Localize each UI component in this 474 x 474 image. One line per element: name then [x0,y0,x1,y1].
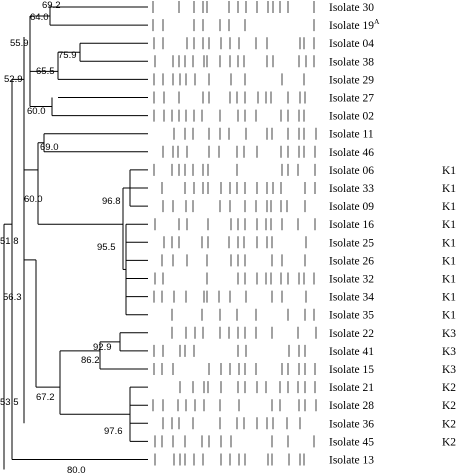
cluster-label: K3 [442,346,456,358]
isolate-label: Isolate 33 [329,183,374,195]
node-similarity-value: 60.0 [24,194,43,205]
cluster-label: K1 [442,237,456,249]
node-similarity-value: 60.0 [27,106,46,117]
isolate-label: Isolate 16 [329,219,374,231]
isolate-label: Isolate 22 [329,328,374,340]
isolate-label: Isolate 36 [329,418,374,430]
node-similarity-value: 92.9 [93,342,112,353]
isolate-label: Isolate 11 [329,129,374,141]
node-similarity-value: 80.0 [67,465,86,474]
isolate-label: Isolate 02 [329,111,374,123]
cluster-label: K3 [442,364,456,376]
node-similarity-value: 52.9 [4,74,23,85]
cluster-label: K1 [442,255,456,267]
cluster-label: K1 [442,183,456,195]
cluster-label: K1 [442,201,456,213]
node-similarity-value: 67.2 [36,392,55,403]
isolate-superscript: A [374,17,380,26]
node-similarity-value: 69.0 [40,142,59,153]
cluster-label: K1 [442,292,456,304]
isolate-label: Isolate 34 [329,292,374,304]
isolate-label: Isolate 35 [329,310,374,322]
node-similarity-value: 97.6 [104,426,123,437]
isolate-label: Isolate 28 [329,400,374,412]
cluster-label: K1 [442,219,456,231]
node-similarity-value: 64.0 [30,12,49,23]
cluster-label: K2 [442,418,456,430]
isolate-label: Isolate 32 [329,274,374,286]
node-similarity-value: 56.3 [3,292,22,303]
isolate-label: Isolate 19A [329,17,380,32]
isolate-label: Isolate 46 [329,147,374,159]
isolate-label: Isolate 45 [329,436,374,448]
cluster-label: K1 [442,274,456,286]
isolate-label: Isolate 26 [329,255,374,267]
isolate-label: Isolate 25 [329,237,374,249]
node-similarity-value: 86.2 [81,355,100,366]
cluster-label: K2 [442,400,456,412]
cluster-label: K1 [442,165,456,177]
cluster-label: K2 [442,436,456,448]
node-similarity-value: 55.9 [10,38,29,49]
node-similarity-value: 69.2 [42,0,61,11]
isolate-label: Isolate 38 [329,56,374,68]
isolate-label-column: Isolate 30 Isolate 19A Isolate 04 Isolate 3… [329,2,380,467]
node-similarity-value: 95.5 [97,242,116,253]
isolate-label: Isolate 27 [329,93,374,105]
node-similarity-value: 51.8 [0,236,19,247]
node-similarity-value: 96.8 [102,196,121,207]
dendrogram-tree [3,5,148,470]
isolate-label: Isolate 09 [329,201,374,213]
isolate-label: Isolate 13 [329,455,374,467]
isolate-label: Isolate 21 [329,382,374,394]
isolate-label: Isolate 15 [329,364,374,376]
isolate-label: Isolate 04 [329,38,374,50]
node-similarity-value: 65.5 [36,66,55,77]
isolate-label: Isolate 06 [329,165,374,177]
node-similarity-value: 53.5 [0,397,19,408]
isolate-label: Isolate 29 [329,74,374,86]
cluster-label: K2 [442,382,456,394]
node-similarity-value: 75.9 [58,50,77,61]
cluster-label-column: K1 K1 K1 K1 K1 K1 K1 K1 K1 K3 K3 K3 K2 K2 K2 K2 [442,165,456,449]
cluster-label: K3 [442,328,456,340]
cluster-label: K1 [442,310,456,322]
isolate-label: Isolate 30 [329,2,374,14]
node-similarity-values: 69.264.0 55.9 75.965.5 52.9 60.0 69.0 60.0 96.8… [0,0,123,474]
isolate-label: Isolate 41 [329,346,374,358]
fingerprint-band-lanes [152,1,317,466]
